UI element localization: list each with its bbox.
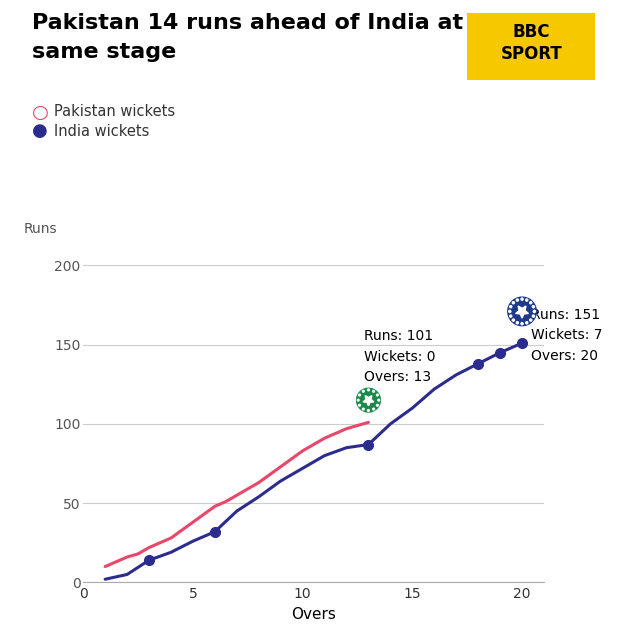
Ellipse shape	[532, 315, 534, 317]
Ellipse shape	[357, 399, 359, 401]
Ellipse shape	[372, 408, 374, 410]
Polygon shape	[516, 306, 529, 318]
Ellipse shape	[512, 301, 515, 304]
Text: Pakistan wickets: Pakistan wickets	[54, 104, 175, 120]
Ellipse shape	[521, 323, 523, 324]
Ellipse shape	[516, 322, 518, 324]
Text: same stage: same stage	[32, 42, 176, 61]
Text: Runs: 151
Wickets: 7
Overs: 20: Runs: 151 Wickets: 7 Overs: 20	[531, 308, 602, 363]
Ellipse shape	[509, 310, 511, 312]
Ellipse shape	[530, 301, 532, 304]
Ellipse shape	[509, 306, 512, 308]
Ellipse shape	[508, 297, 536, 326]
Text: Runs: 101
Wickets: 0
Overs: 13: Runs: 101 Wickets: 0 Overs: 13	[364, 329, 436, 384]
Ellipse shape	[358, 394, 360, 396]
Ellipse shape	[376, 394, 378, 396]
Text: BBC
SPORT: BBC SPORT	[500, 23, 562, 63]
Ellipse shape	[525, 299, 528, 301]
Ellipse shape	[356, 388, 380, 412]
Text: India wickets: India wickets	[54, 124, 150, 139]
Text: ○: ○	[32, 102, 49, 122]
Ellipse shape	[362, 390, 364, 392]
Ellipse shape	[509, 315, 512, 317]
Ellipse shape	[358, 404, 360, 406]
Ellipse shape	[362, 408, 364, 410]
Ellipse shape	[376, 404, 378, 406]
Ellipse shape	[525, 322, 528, 324]
X-axis label: Overs: Overs	[291, 607, 336, 622]
Text: Runs: Runs	[23, 222, 57, 236]
Text: ●: ●	[32, 122, 48, 140]
Ellipse shape	[378, 399, 380, 401]
Ellipse shape	[532, 306, 534, 308]
Ellipse shape	[512, 319, 515, 321]
Ellipse shape	[361, 393, 376, 408]
Ellipse shape	[513, 303, 531, 320]
Ellipse shape	[521, 298, 523, 300]
Ellipse shape	[367, 410, 369, 412]
Ellipse shape	[533, 310, 536, 312]
Polygon shape	[363, 396, 374, 406]
Ellipse shape	[530, 319, 532, 321]
Ellipse shape	[367, 389, 369, 391]
Ellipse shape	[372, 390, 374, 392]
Text: Pakistan 14 runs ahead of India at: Pakistan 14 runs ahead of India at	[32, 13, 463, 33]
Ellipse shape	[516, 299, 518, 301]
